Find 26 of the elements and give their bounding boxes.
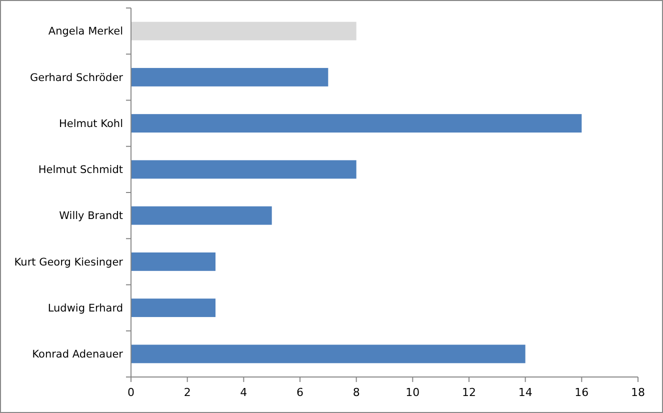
x-tick-label: 18 xyxy=(631,386,645,399)
bar xyxy=(131,252,216,271)
x-tick-label: 8 xyxy=(352,386,360,399)
y-tick-label: Helmut Kohl xyxy=(59,118,123,130)
y-tick-label: Angela Merkel xyxy=(48,26,123,38)
y-tick-label: Kurt Georg Kiesinger xyxy=(14,256,124,268)
bar xyxy=(131,68,328,86)
x-tick-label: 16 xyxy=(574,386,589,399)
bar xyxy=(131,160,356,179)
x-tick-label: 6 xyxy=(296,386,304,399)
bar xyxy=(131,206,272,225)
bar xyxy=(131,344,526,364)
y-tick-label: Willy Brandt xyxy=(59,210,123,222)
x-tick-label: 10 xyxy=(406,386,420,399)
x-tick-label: 2 xyxy=(184,386,191,399)
y-tick-label: Konrad Adenauer xyxy=(32,348,124,361)
y-tick-label: Gerhard Schröder xyxy=(30,72,124,84)
bar xyxy=(131,22,356,40)
y-tick-label: Ludwig Erhard xyxy=(48,302,123,314)
x-tick-label: 12 xyxy=(462,386,476,399)
x-tick-label: 4 xyxy=(240,386,248,399)
y-tick-label: Helmut Schmidt xyxy=(38,164,123,176)
bar xyxy=(131,114,582,133)
x-tick-label: 14 xyxy=(518,386,532,399)
bar xyxy=(131,298,216,318)
x-tick-label: 0 xyxy=(128,386,134,399)
